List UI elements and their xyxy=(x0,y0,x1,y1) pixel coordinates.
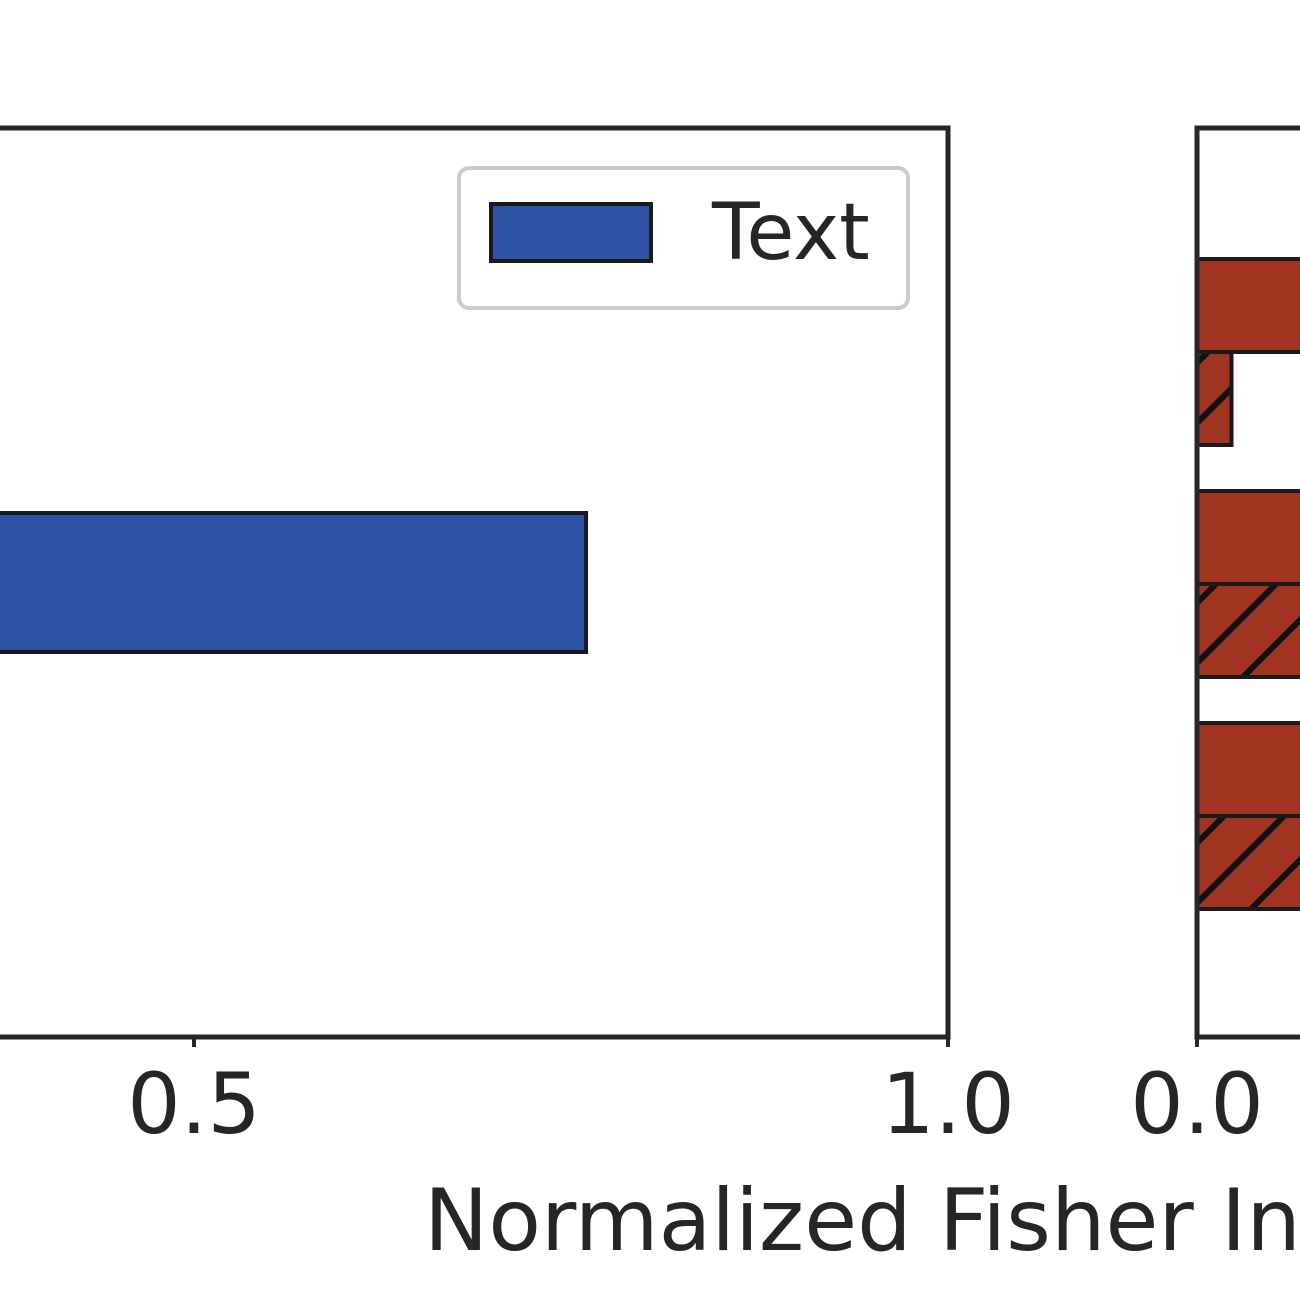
left-x-ticks: 0.5 1.0 xyxy=(127,1037,1015,1153)
bar-text xyxy=(0,511,589,654)
left-bars xyxy=(0,511,589,654)
bar-solid xyxy=(1195,721,1300,818)
bar-hatched xyxy=(1195,814,1300,911)
legend-swatch-text xyxy=(489,202,653,263)
x-tick-label: 0.0 xyxy=(1130,1055,1264,1153)
x-tick-label: 0.5 xyxy=(127,1055,261,1153)
bar-solid xyxy=(1195,257,1300,354)
bar-hatched xyxy=(1195,582,1300,679)
x-axis-label: Normalized Fisher In xyxy=(424,1171,1300,1271)
legend-label-text: Text xyxy=(711,188,870,278)
legend: Text xyxy=(457,166,910,310)
bar-hatched xyxy=(1195,350,1234,447)
right-plot-frame xyxy=(1194,125,1300,1040)
right-bars xyxy=(1195,257,1300,911)
left-panel: Text 0.5 1.0 xyxy=(0,125,1015,1153)
right-panel: 0.0 xyxy=(1130,125,1300,1153)
left-plot-frame xyxy=(0,125,951,1040)
bar-solid xyxy=(1195,489,1300,586)
x-tick-label: 1.0 xyxy=(881,1055,1015,1153)
right-x-ticks: 0.0 xyxy=(1130,1037,1264,1153)
